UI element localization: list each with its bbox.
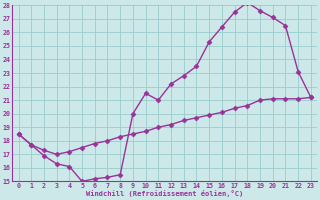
X-axis label: Windchill (Refroidissement éolien,°C): Windchill (Refroidissement éolien,°C): [86, 190, 243, 197]
